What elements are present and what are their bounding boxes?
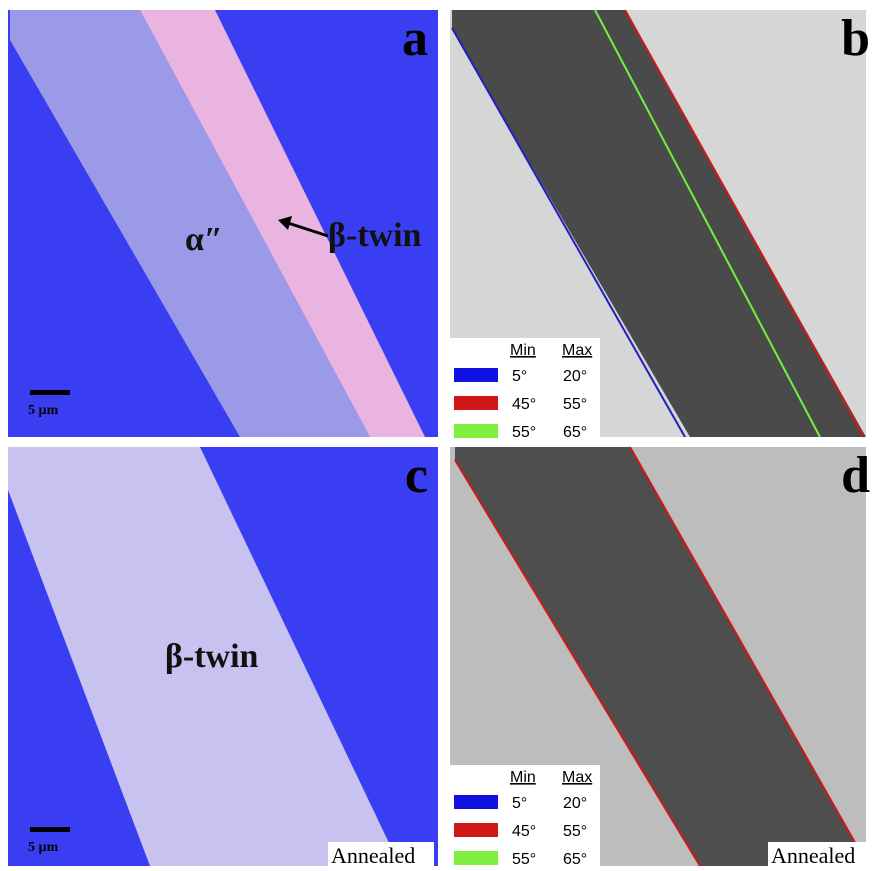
- legend-min: 5°: [512, 795, 527, 812]
- panel-label: c: [405, 447, 428, 504]
- annotation: β-twin: [165, 638, 259, 675]
- page: a α″ β-twin 5 µm b Min Max 5° 20° 45° 55° 55° 6…: [0, 0, 874, 871]
- scale-bar-label: 5 µm: [28, 403, 59, 418]
- figure: a α″ β-twin 5 µm b Min Max 5° 20° 45° 55° 55° 6…: [0, 0, 874, 871]
- panel-label: a: [402, 10, 428, 67]
- legend-min: 55°: [512, 424, 536, 441]
- panel-b: b Min Max 5° 20° 45° 55° 55° 65°: [450, 10, 870, 441]
- legend-max: 55°: [563, 396, 587, 413]
- panel-a: a α″ β-twin 5 µm: [8, 10, 438, 437]
- note: Annealed: [771, 843, 855, 868]
- panel-label: d: [841, 447, 870, 504]
- panel-label: b: [841, 10, 870, 67]
- legend-swatch: [454, 396, 498, 410]
- legend-max: 65°: [563, 851, 587, 868]
- legend-max: 20°: [563, 795, 587, 812]
- legend: Min Max 5° 20° 45° 55° 55° 65°: [450, 338, 600, 441]
- note: Annealed: [331, 843, 415, 868]
- legend-swatch: [454, 424, 498, 438]
- legend-max: 55°: [563, 823, 587, 840]
- panel-c: c β-twin 5 µm Annealed: [8, 447, 438, 868]
- legend-max: 20°: [563, 368, 587, 385]
- annotation: α″: [185, 221, 223, 258]
- legend-min: 45°: [512, 396, 536, 413]
- legend: Min Max 5° 20° 45° 55° 55° 65°: [450, 765, 600, 868]
- legend-header: Max: [562, 769, 592, 786]
- annotation: β-twin: [328, 217, 422, 254]
- legend-min: 5°: [512, 368, 527, 385]
- legend-min: 55°: [512, 851, 536, 868]
- legend-swatch: [454, 851, 498, 865]
- legend-swatch: [454, 823, 498, 837]
- panel-d: d Min Max 5° 20° 45° 55° 55° 65° Annealed: [450, 447, 872, 868]
- legend-min: 45°: [512, 823, 536, 840]
- legend-swatch: [454, 795, 498, 809]
- legend-header: Max: [562, 342, 592, 359]
- legend-header: Min: [510, 342, 536, 359]
- scale-bar-label: 5 µm: [28, 840, 59, 855]
- legend-swatch: [454, 368, 498, 382]
- legend-max: 65°: [563, 424, 587, 441]
- legend-header: Min: [510, 769, 536, 786]
